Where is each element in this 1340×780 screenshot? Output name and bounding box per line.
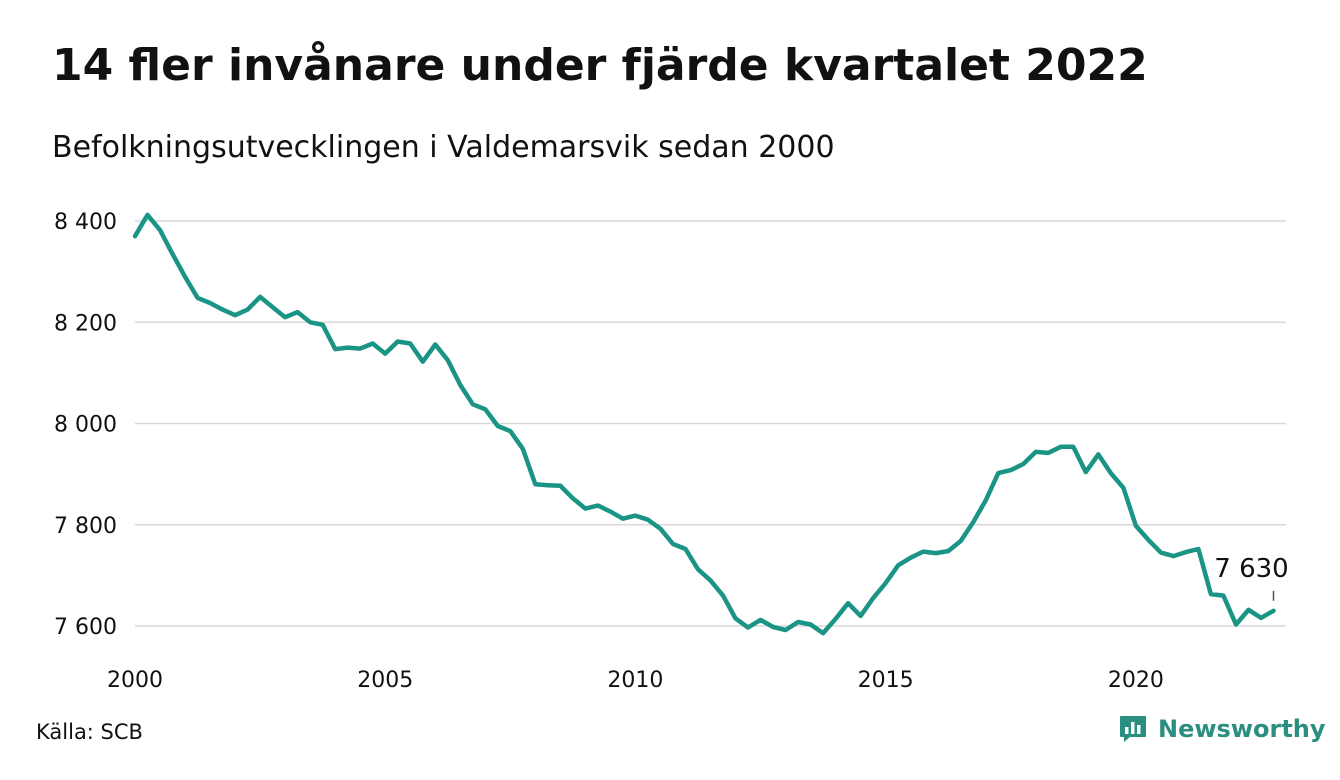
x-tick-label: 2015 bbox=[858, 668, 914, 693]
y-tick-label: 8 000 bbox=[54, 413, 117, 438]
x-tick-label: 2010 bbox=[607, 668, 663, 693]
x-axis-tick-labels: 2000 2005 2010 2015 2020 bbox=[107, 668, 1164, 693]
chart-subtitle: Befolkningsutvecklingen i Valdemarsvik s… bbox=[52, 130, 835, 165]
population-line bbox=[132, 212, 1276, 636]
bar-chart-speech-bubble-icon bbox=[1120, 716, 1146, 742]
x-tick-label: 2000 bbox=[107, 668, 163, 693]
y-tick-label: 8 400 bbox=[54, 210, 117, 235]
source-note: Källa: SCB bbox=[36, 720, 143, 744]
y-tick-label: 7 800 bbox=[54, 514, 117, 539]
y-tick-label: 8 200 bbox=[54, 311, 117, 336]
x-tick-label: 2020 bbox=[1108, 668, 1164, 693]
x-tick-label: 2005 bbox=[357, 668, 413, 693]
chart-title: 14 fler invånare under fjärde kvartalet … bbox=[52, 40, 1148, 91]
y-tick-label: 7 600 bbox=[54, 615, 117, 640]
brand-logo: Newsworthy bbox=[1118, 714, 1326, 744]
grid-lines bbox=[135, 220, 1286, 627]
y-axis-tick-labels: 7 600 7 800 8 000 8 200 8 400 bbox=[54, 210, 117, 640]
end-value-label: 7 630 bbox=[1214, 554, 1288, 584]
brand-name: Newsworthy bbox=[1158, 715, 1326, 743]
